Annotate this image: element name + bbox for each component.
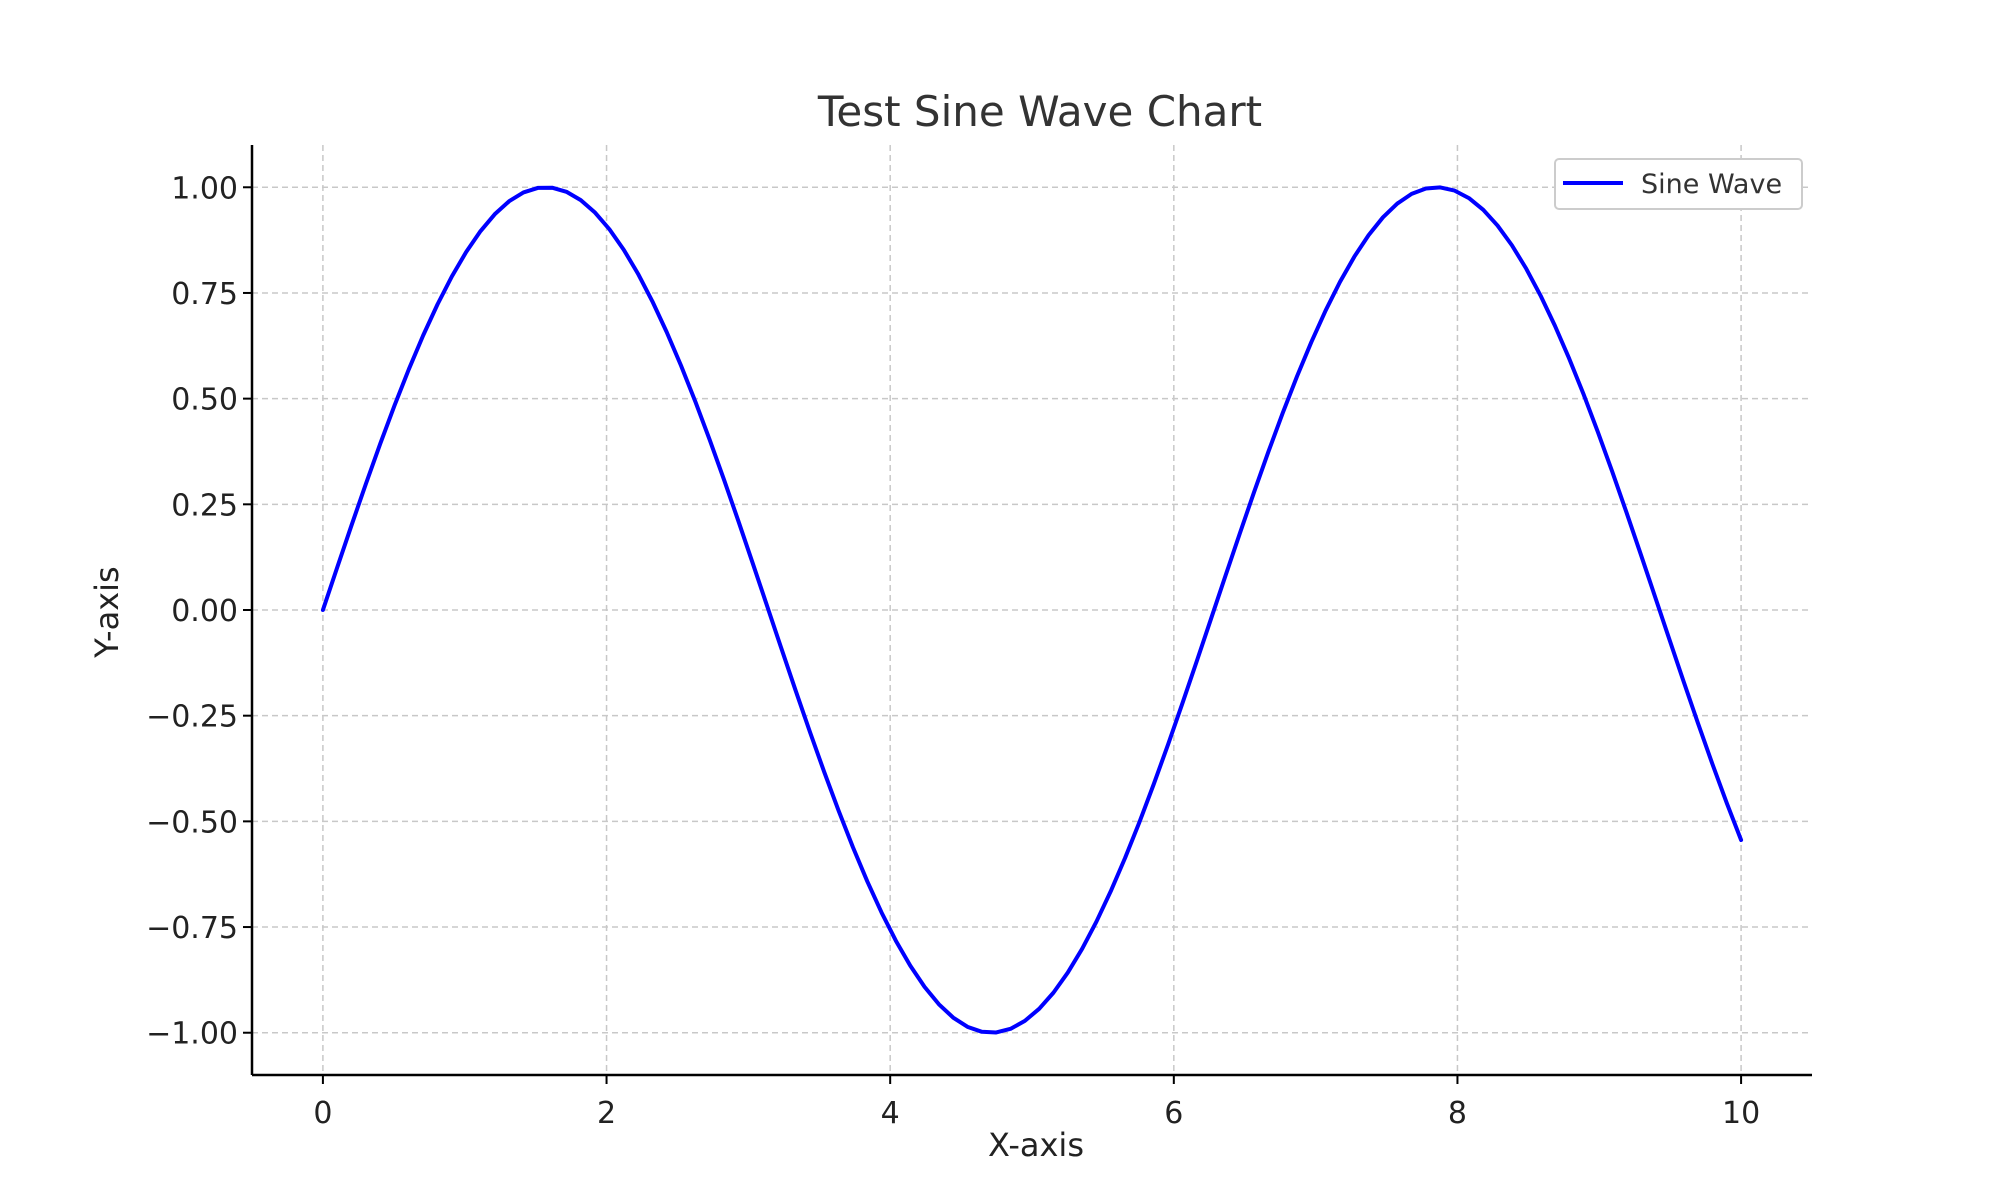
x-tick-label-3: 6 — [1164, 1096, 1183, 1131]
ticks: 0 2 4 6 8 10 1.00 0.75 0.50 0.25 0.00 −0.25 −0.50 −0.… — [146, 171, 1760, 1131]
y-tick-label-0: 1.00 — [171, 171, 238, 206]
chart-title: Test Sine Wave Chart — [817, 87, 1262, 136]
y-axis-label: Y-axis — [88, 566, 126, 658]
x-tick-label-5: 10 — [1722, 1096, 1760, 1131]
grid — [252, 145, 1812, 1075]
y-tick-label-6: −0.50 — [146, 805, 238, 840]
y-tick-label-7: −0.75 — [146, 911, 238, 946]
y-tick-label-8: −1.00 — [146, 1017, 238, 1052]
y-tick-label-1: 0.75 — [171, 277, 238, 312]
y-tick-label-4: 0.00 — [171, 594, 238, 629]
x-tick-label-2: 4 — [881, 1096, 900, 1131]
series-layer — [320, 185, 1744, 1035]
x-tick-label-1: 2 — [597, 1096, 616, 1131]
y-tick-label-3: 0.25 — [171, 488, 238, 523]
y-tick-label-5: −0.25 — [146, 700, 238, 735]
legend: Sine Wave — [1554, 158, 1803, 210]
y-tick-label-2: 0.50 — [171, 383, 238, 418]
x-tick-label-4: 8 — [1448, 1096, 1467, 1131]
legend-label-sine-wave: Sine Wave — [1641, 169, 1782, 200]
x-axis-label: X-axis — [988, 1126, 1084, 1164]
series-line-sine-wave — [320, 185, 1744, 1035]
legend-box — [1554, 158, 1803, 210]
x-tick-label-0: 0 — [313, 1096, 332, 1131]
